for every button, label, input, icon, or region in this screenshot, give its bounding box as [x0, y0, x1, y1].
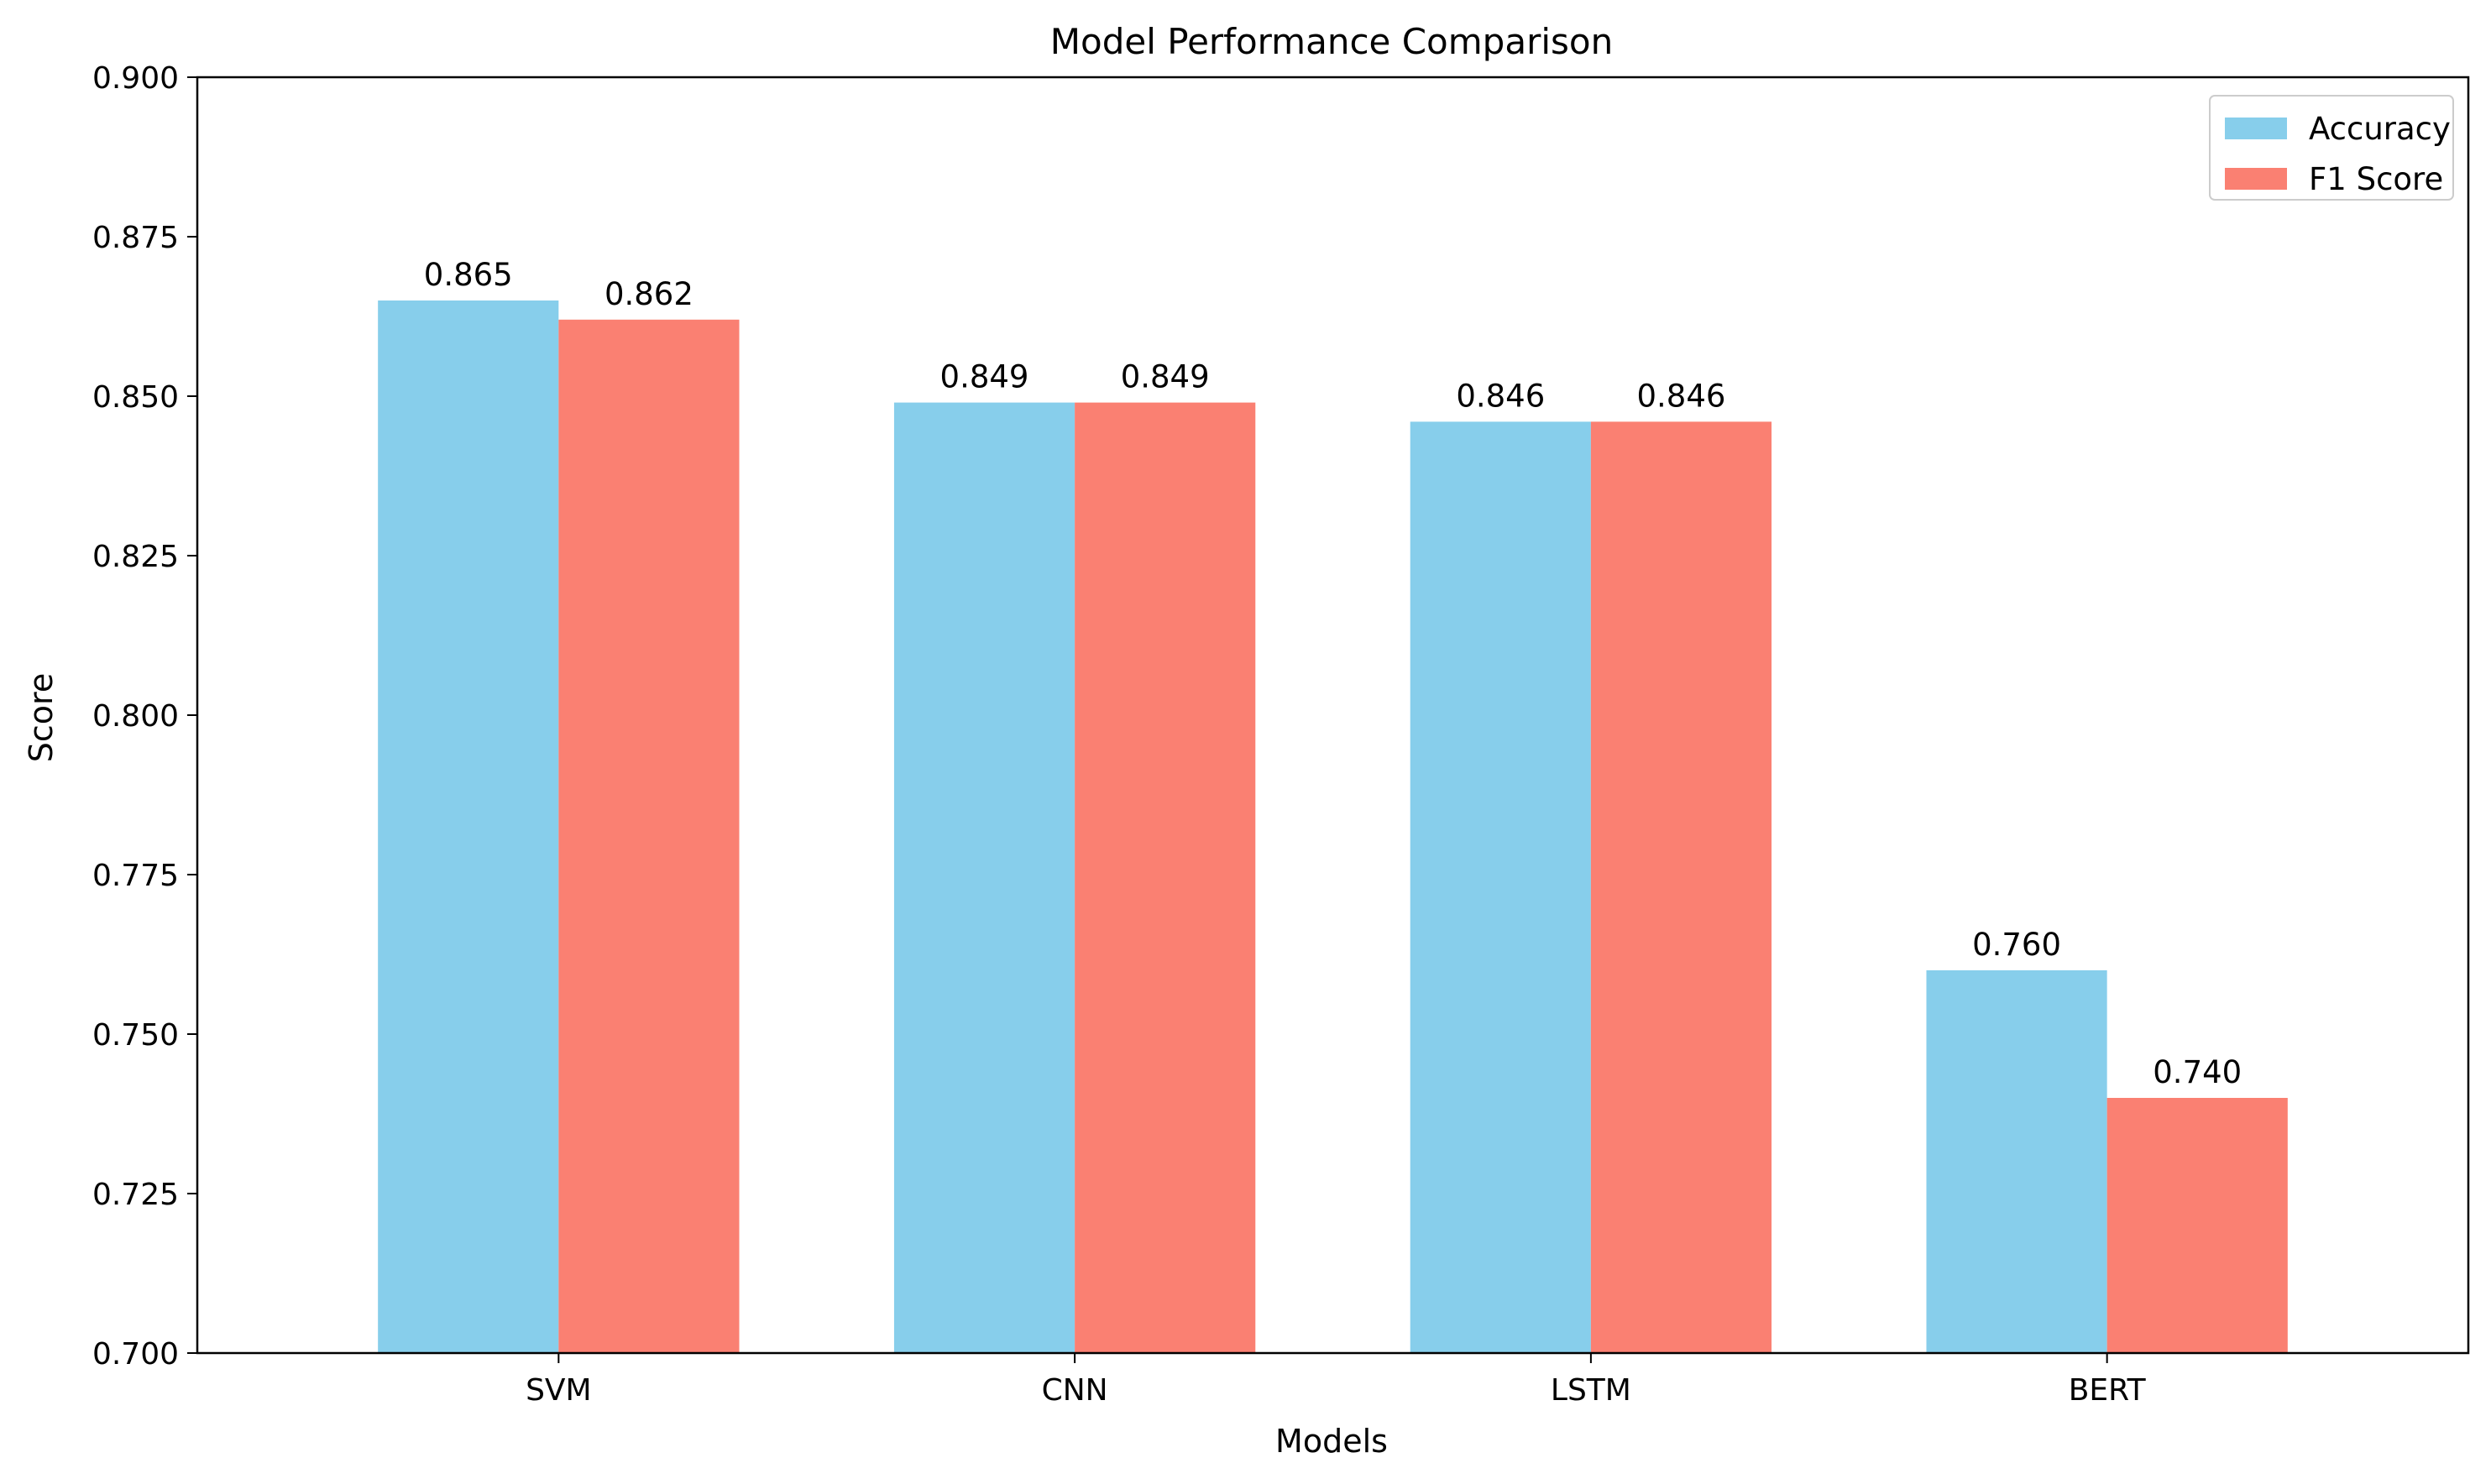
plot-frame	[196, 76, 2470, 1355]
bar-cnn-f1-score	[1075, 402, 1256, 1354]
y-tick-label: 0.800	[92, 699, 179, 734]
bar-cnn-accuracy	[893, 402, 1075, 1354]
data-label: 0.846	[1456, 378, 1545, 414]
legend: Accuracy F1 Score	[2209, 95, 2454, 201]
data-label: 0.849	[1121, 359, 1210, 395]
data-label: 0.865	[424, 257, 513, 293]
y-axis-label: Score	[23, 673, 60, 762]
y-tick-label: 0.900	[92, 61, 179, 96]
y-tick-label: 0.825	[92, 540, 179, 574]
x-tick-label: LSTM	[1551, 1373, 1631, 1408]
chart-title: Model Performance Comparison	[1050, 21, 1613, 62]
legend-label: Accuracy	[2309, 111, 2451, 147]
bar-svm-f1-score	[558, 319, 740, 1353]
y-tick-label: 0.875	[92, 221, 179, 255]
plot-area: 0.865 0.862 0.849 0.849 0.846 0.846 0.760 0.740	[378, 257, 2288, 1354]
y-tick-label: 0.700	[92, 1337, 179, 1372]
data-label: 0.740	[2153, 1054, 2242, 1090]
x-axis-label: Models	[1275, 1423, 1388, 1460]
bar-bert-accuracy	[1926, 970, 2107, 1353]
data-label: 0.760	[1972, 927, 2061, 963]
x-tick-label: CNN	[1042, 1373, 1108, 1408]
bar-lstm-accuracy	[1410, 421, 1591, 1353]
y-tick-label: 0.775	[92, 859, 179, 893]
x-tick-label: BERT	[2069, 1373, 2147, 1408]
data-label: 0.862	[604, 276, 693, 312]
bar-svm-accuracy	[378, 300, 559, 1353]
axes: SVM CNN LSTM BERT 0.700 0.725 0.750 0.775 0.800 0…	[92, 61, 2470, 1408]
legend-swatch-f1-score	[2225, 168, 2287, 190]
y-tick-label: 0.850	[92, 380, 179, 415]
bar-lstm-f1-score	[1590, 421, 1772, 1353]
x-tick-label: SVM	[526, 1373, 592, 1408]
legend-swatch-accuracy	[2225, 118, 2287, 139]
data-label: 0.846	[1637, 378, 1726, 414]
bar-bert-f1-score	[2106, 1098, 2288, 1353]
data-label: 0.849	[940, 359, 1029, 395]
y-tick-label: 0.725	[92, 1178, 179, 1212]
legend-label: F1 Score	[2309, 161, 2443, 197]
y-tick-label: 0.750	[92, 1018, 179, 1053]
